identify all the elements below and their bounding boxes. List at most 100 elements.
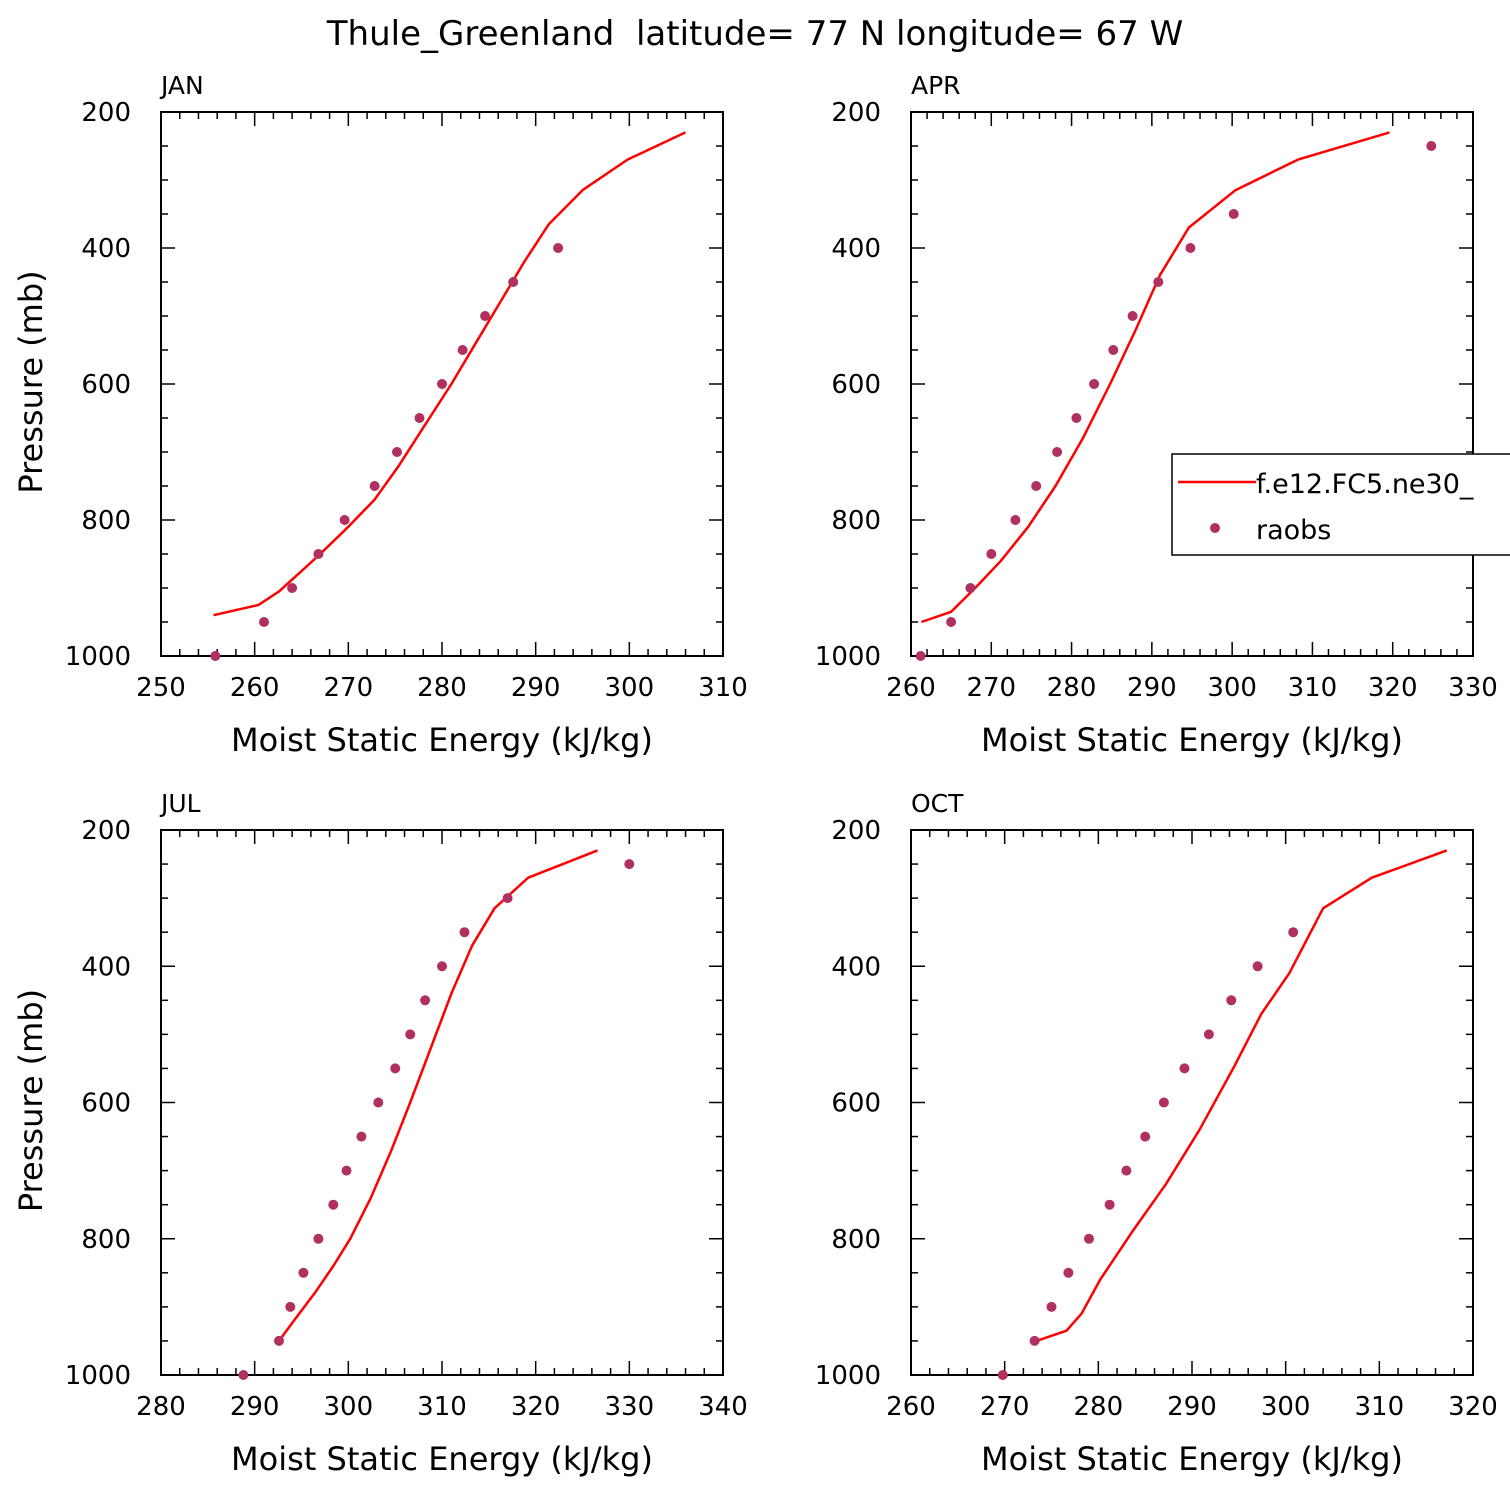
data-point-raobs-apr — [946, 617, 957, 627]
x-tick-label-oct: 310 — [1355, 1392, 1405, 1422]
x-tick-label-jul: 340 — [698, 1392, 748, 1422]
data-point-raobs-apr — [965, 583, 976, 593]
data-point-raobs-oct — [1104, 1199, 1115, 1210]
data-point-raobs-jul — [437, 961, 447, 972]
x-tick-label-apr: 300 — [1207, 673, 1257, 703]
data-point-raobs-apr — [1127, 311, 1138, 321]
y-tick-label-jan: 800 — [81, 506, 131, 536]
y-axis-label-jul: Pressure (mb) — [12, 989, 50, 1212]
data-point-raobs-jul — [274, 1335, 284, 1346]
x-tick-label-jan: 270 — [324, 673, 374, 703]
data-point-raobs-jan — [313, 549, 324, 559]
data-point-raobs-jan — [392, 447, 402, 457]
data-point-raobs-jan — [508, 277, 519, 287]
x-axis-label-jan: Moist Static Energy (kJ/kg) — [231, 721, 653, 759]
data-point-raobs-apr — [1153, 277, 1164, 287]
data-point-raobs-jul — [390, 1063, 401, 1074]
x-tick-label-jul: 290 — [230, 1392, 280, 1422]
figure-title: Thule_Greenland latitude= 77 N longitude… — [326, 14, 1183, 54]
data-point-raobs-oct — [1252, 961, 1263, 972]
x-tick-label-jul: 300 — [324, 1392, 374, 1422]
plot-frame-apr — [910, 111, 1474, 657]
data-point-raobs-jul — [238, 1370, 249, 1380]
y-axis-label-jan: Pressure (mb) — [12, 270, 50, 493]
y-tick-label-oct: 1000 — [815, 1361, 881, 1391]
data-point-raobs-apr — [1010, 515, 1021, 525]
data-point-raobs-jan — [339, 515, 350, 525]
data-point-raobs-jan — [259, 617, 269, 627]
panel-jan: JAN 250 260 270 280 290 300 310 200 400 600 800 1000… — [12, 71, 748, 759]
data-point-raobs-jan — [414, 413, 425, 423]
legend-obs-label: raobs — [1256, 515, 1331, 546]
data-point-raobs-oct — [1084, 1233, 1094, 1244]
series-line-model-jul — [277, 849, 598, 1342]
data-point-raobs-jul — [341, 1165, 352, 1176]
plot-frame-jul — [160, 829, 724, 1376]
y-tick-label-jul: 200 — [81, 816, 131, 846]
y-tick-label-oct: 800 — [831, 1225, 881, 1255]
x-tick-label-jan: 300 — [605, 673, 655, 703]
plot-frame-oct — [910, 829, 1474, 1376]
x-tick-label-oct: 260 — [886, 1392, 936, 1422]
data-point-raobs-oct — [1203, 1029, 1214, 1040]
y-tick-label-jul: 800 — [81, 1225, 131, 1255]
data-point-raobs-apr — [1052, 447, 1063, 457]
x-tick-label-jan: 290 — [511, 673, 561, 703]
data-point-raobs-oct — [1158, 1097, 1169, 1108]
y-tick-label-jan: 400 — [81, 234, 131, 264]
data-point-raobs-apr — [1228, 209, 1239, 219]
data-point-raobs-jul — [313, 1233, 324, 1244]
x-tick-label-jul: 330 — [605, 1392, 655, 1422]
data-point-raobs-apr — [1089, 379, 1100, 389]
data-point-raobs-jul — [356, 1131, 367, 1142]
x-tick-label-jan: 250 — [136, 673, 186, 703]
data-point-raobs-oct — [1063, 1267, 1074, 1278]
y-tick-label-jul: 400 — [81, 952, 131, 982]
data-point-raobs-apr — [1185, 243, 1196, 253]
panel-title-oct: OCT — [911, 789, 964, 818]
x-axis-label-apr: Moist Static Energy (kJ/kg) — [981, 721, 1403, 759]
data-point-raobs-apr — [986, 549, 997, 559]
data-point-raobs-jan — [457, 345, 468, 355]
y-tick-label-apr: 200 — [831, 98, 881, 128]
data-point-raobs-jul — [459, 927, 470, 938]
y-tick-label-jan: 600 — [81, 370, 131, 400]
data-point-raobs-jul — [373, 1097, 384, 1108]
panel-jul: JUL 280 290 300 310 320 330 340 200 400 600 800 1000… — [12, 789, 748, 1478]
y-tick-label-apr: 400 — [831, 234, 881, 264]
data-point-raobs-oct — [1046, 1301, 1057, 1312]
legend-box — [1171, 453, 1510, 556]
x-tick-label-apr: 290 — [1127, 673, 1177, 703]
x-tick-label-oct: 270 — [980, 1392, 1030, 1422]
panel-title-jan: JAN — [159, 71, 204, 100]
data-point-raobs-oct — [1121, 1165, 1132, 1176]
y-tick-label-apr: 800 — [831, 506, 881, 536]
x-tick-label-jan: 280 — [417, 673, 467, 703]
y-tick-label-jan: 200 — [81, 98, 131, 128]
y-tick-label-oct: 400 — [831, 952, 881, 982]
data-point-raobs-apr — [1108, 345, 1119, 355]
data-point-raobs-jul — [405, 1029, 416, 1040]
x-axis-label-oct: Moist Static Energy (kJ/kg) — [981, 1440, 1403, 1478]
series-line-model-oct — [1036, 849, 1448, 1343]
data-point-raobs-apr — [1426, 141, 1437, 151]
x-tick-label-oct: 320 — [1448, 1392, 1498, 1422]
series-line-model-jan — [213, 131, 687, 617]
panel-title-apr: APR — [911, 71, 961, 100]
data-point-raobs-apr — [915, 651, 926, 661]
data-point-raobs-jul — [420, 995, 431, 1006]
data-point-raobs-jul — [298, 1267, 309, 1278]
x-tick-label-oct: 290 — [1167, 1392, 1217, 1422]
data-point-raobs-jan — [553, 243, 564, 253]
legend-obs-marker — [1210, 523, 1220, 533]
x-tick-label-jan: 310 — [698, 673, 748, 703]
data-point-raobs-apr — [1031, 481, 1042, 491]
series-line-model-apr — [920, 131, 1390, 624]
x-tick-label-apr: 330 — [1448, 673, 1498, 703]
panel-oct: OCT 260 270 280 290 300 310 320 200 400 600 800 1000… — [815, 789, 1498, 1478]
x-axis-label-jul: Moist Static Energy (kJ/kg) — [231, 1440, 653, 1478]
legend: f.e12.FC5.ne30_ raobs — [1171, 453, 1510, 556]
y-tick-label-apr: 1000 — [815, 642, 881, 672]
y-tick-label-jul: 1000 — [65, 1361, 131, 1391]
